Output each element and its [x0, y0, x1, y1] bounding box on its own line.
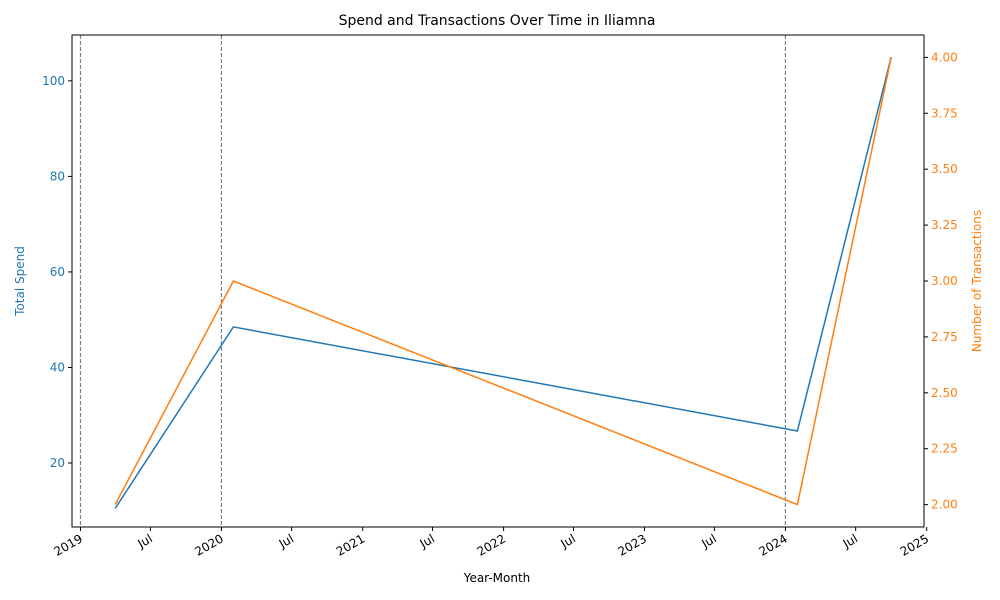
x-tick-label: Jul	[698, 531, 718, 551]
y-right-tick-label: 2.00	[931, 498, 958, 512]
x-tick-label: 2022	[475, 531, 508, 558]
x-tick-label: Jul	[558, 531, 578, 551]
y-right-tick-label: 2.75	[931, 330, 958, 344]
x-tick-label: 2019	[52, 531, 85, 558]
y-left-tick-label: 80	[50, 169, 65, 183]
y-left-tick-label: 60	[50, 265, 65, 279]
x-tick-label: 2023	[616, 531, 649, 558]
x-tick-label: Jul	[276, 531, 296, 551]
plot-area	[71, 34, 925, 528]
y-left-tick-label: 20	[50, 456, 65, 470]
series-lines	[114, 56, 892, 509]
y-right-tick-label: 3.75	[931, 106, 958, 120]
transactions-series-line	[114, 57, 892, 506]
y-left-tick-label: 40	[50, 360, 65, 374]
y-axis-label-right: Number of Transactions	[970, 210, 984, 352]
y-right-tick-label: 3.50	[931, 162, 958, 176]
x-tick-label: Jul	[134, 531, 154, 551]
y-left-tick-label: 100	[42, 74, 65, 88]
x-tick-label: 2021	[334, 531, 367, 558]
x-tick-label: 2025	[898, 531, 931, 558]
y-right-tick-label: 3.00	[931, 274, 958, 288]
x-axis: 2019 Jul 2020 Jul 2021 Jul 2022 Jul 2023 Jul 2024 J…	[52, 527, 931, 559]
y-axis-right: 2.00 2.25 2.50 2.75 3.00 3.25 3.50 3.75 4.00	[924, 50, 958, 512]
spend-series-line	[114, 56, 892, 509]
x-tick-label: 2020	[192, 531, 225, 558]
y-axis-label-left: Total Spend	[13, 246, 27, 317]
x-tick-label: 2024	[756, 531, 789, 558]
y-right-tick-label: 3.25	[931, 218, 958, 232]
y-right-tick-label: 2.50	[931, 386, 958, 400]
year-markers	[79, 35, 787, 527]
chart-title: Spend and Transactions Over Time in Ilia…	[339, 13, 656, 29]
x-tick-label: Jul	[417, 531, 437, 551]
x-axis-label: Year-Month	[463, 571, 531, 585]
y-right-tick-label: 2.25	[931, 442, 958, 456]
x-tick-label: Jul	[840, 531, 860, 551]
y-right-tick-label: 4.00	[931, 50, 958, 64]
y-axis-left: 20 40 60 80 100	[42, 74, 72, 470]
